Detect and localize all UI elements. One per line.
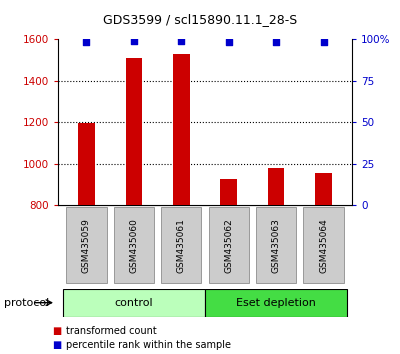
Point xyxy=(226,39,232,45)
FancyBboxPatch shape xyxy=(256,207,296,283)
Text: GSM435063: GSM435063 xyxy=(272,218,281,273)
Bar xyxy=(63,289,205,317)
FancyBboxPatch shape xyxy=(114,207,154,283)
Text: Eset depletion: Eset depletion xyxy=(236,298,316,308)
Point xyxy=(178,38,184,44)
Text: control: control xyxy=(114,298,153,308)
Bar xyxy=(205,289,347,317)
Text: GSM435060: GSM435060 xyxy=(129,218,138,273)
Bar xyxy=(268,168,284,205)
Bar xyxy=(315,173,332,205)
Text: GSM435062: GSM435062 xyxy=(224,218,233,273)
FancyBboxPatch shape xyxy=(303,207,344,283)
Text: percentile rank within the sample: percentile rank within the sample xyxy=(66,340,231,350)
Text: GSM435064: GSM435064 xyxy=(319,218,328,273)
Text: ■: ■ xyxy=(52,340,61,350)
Point xyxy=(320,39,327,45)
Bar xyxy=(78,123,95,205)
Bar xyxy=(126,58,142,205)
Text: protocol: protocol xyxy=(4,298,49,308)
Text: GDS3599 / scl15890.11.1_28-S: GDS3599 / scl15890.11.1_28-S xyxy=(103,13,297,26)
Text: GSM435059: GSM435059 xyxy=(82,218,91,273)
Point xyxy=(273,39,279,45)
Point xyxy=(131,38,137,44)
Bar xyxy=(220,179,237,205)
FancyBboxPatch shape xyxy=(66,207,107,283)
Point xyxy=(83,39,90,45)
FancyBboxPatch shape xyxy=(161,207,202,283)
FancyBboxPatch shape xyxy=(208,207,249,283)
Text: ■: ■ xyxy=(52,326,61,336)
Text: GSM435061: GSM435061 xyxy=(177,218,186,273)
Text: transformed count: transformed count xyxy=(66,326,157,336)
Bar xyxy=(173,54,190,205)
